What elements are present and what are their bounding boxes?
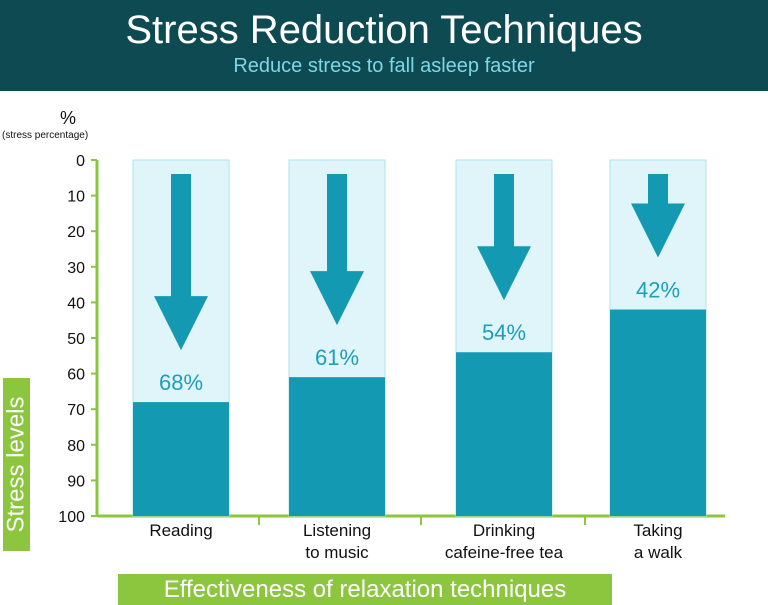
y-tick-label: 10 — [67, 189, 85, 206]
down-arrow-icon — [631, 174, 685, 258]
value-label: 68% — [159, 370, 203, 395]
y-tick-label: 0 — [76, 153, 85, 170]
y-tick-label: 90 — [67, 473, 85, 490]
y-tick-label: 100 — [58, 509, 85, 526]
y-axis-unit-note: (stress percentage) — [2, 130, 89, 141]
chart-subtitle: Reduce stress to fall asleep faster — [233, 55, 535, 77]
y-tick-label: 60 — [67, 367, 85, 384]
category-label: to music — [305, 543, 369, 562]
value-label: 61% — [315, 345, 359, 370]
bar — [289, 377, 385, 516]
bar-group: 54% Drinking cafeine-free tea — [445, 159, 564, 562]
y-tick-label: 30 — [67, 260, 85, 277]
category-label: cafeine-free tea — [445, 543, 564, 562]
y-tick-label: 40 — [67, 295, 85, 312]
y-tick-label: 20 — [67, 224, 85, 241]
y-axis-unit: % — [60, 108, 77, 128]
x-axis-label-box: Effectiveness of relaxation techniques — [118, 574, 612, 605]
y-axis-label: Stress levels — [3, 396, 31, 533]
bar — [610, 309, 706, 516]
bar-group: 68% Reading — [132, 159, 230, 540]
header-banner: Stress Reduction Techniques Reduce stres… — [0, 0, 768, 91]
y-tick-label: 50 — [67, 331, 85, 348]
value-label: 42% — [636, 278, 680, 303]
category-label: Reading — [149, 521, 212, 540]
category-label: Listening — [303, 521, 371, 540]
down-arrow-icon — [477, 174, 531, 301]
category-label: a walk — [634, 543, 683, 562]
chart-title: Stress Reduction Techniques — [125, 8, 643, 52]
down-arrow-icon — [310, 174, 364, 326]
down-arrow-icon — [154, 174, 208, 351]
y-tick-label: 70 — [67, 402, 85, 419]
bar — [133, 402, 229, 516]
y-axis-label-box: Stress levels — [3, 378, 30, 551]
category-label: Taking — [633, 521, 682, 540]
category-label: Drinking — [473, 521, 535, 540]
bar-group: 42% Taking a walk — [609, 159, 707, 562]
y-tick-label: 80 — [67, 438, 85, 455]
bar-group: 61% Listening to music — [288, 159, 386, 562]
value-label: 54% — [482, 320, 526, 345]
bar — [456, 352, 552, 516]
